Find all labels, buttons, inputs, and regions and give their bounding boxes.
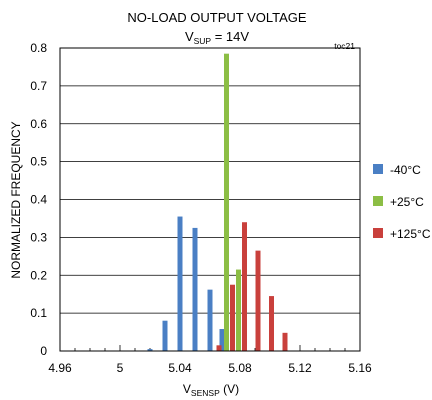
x-tick-label: 5 <box>117 361 124 375</box>
plot-frame <box>59 47 361 352</box>
y-tick-label: 0.7 <box>30 79 47 93</box>
bar <box>236 269 241 351</box>
figure-tag: toc21 <box>334 41 355 51</box>
bar <box>230 284 235 351</box>
y-tick-label: 0.3 <box>30 230 47 244</box>
bar <box>192 227 198 351</box>
legend-swatch <box>373 196 383 206</box>
legend-swatch <box>373 164 383 174</box>
bar <box>219 329 225 351</box>
chart-title: NO-LOAD OUTPUT VOLTAGE <box>127 10 306 25</box>
bar <box>282 332 288 351</box>
x-tick-label: 4.96 <box>48 361 72 375</box>
legend-label: +125°C <box>390 227 431 241</box>
bar <box>177 216 183 351</box>
x-tick-label: 5.04 <box>168 361 192 375</box>
bars <box>147 53 288 352</box>
y-tick-label: 0 <box>40 344 47 358</box>
legend-swatch <box>373 228 383 238</box>
legend: -40°C +25°C +125°C <box>373 163 431 241</box>
grid-lines <box>60 85 360 314</box>
y-tick-labels: 0 0.1 0.2 0.3 0.4 0.5 0.6 0.7 0.8 <box>30 41 47 358</box>
bar <box>269 296 274 351</box>
y-tick-label: 0.8 <box>30 41 47 55</box>
legend-label: +25°C <box>390 195 424 209</box>
bar <box>147 349 153 351</box>
x-tick-label: 5.08 <box>228 361 252 375</box>
bar <box>216 345 222 351</box>
legend-label: -40°C <box>390 163 421 177</box>
y-tick-label: 0.1 <box>30 306 47 320</box>
bar <box>224 53 229 352</box>
y-tick-label: 0.2 <box>30 268 47 282</box>
bar <box>242 222 247 351</box>
bar <box>162 320 168 351</box>
y-tick-label: 0.5 <box>30 155 47 169</box>
x-tick-label: 5.12 <box>288 361 312 375</box>
bar <box>255 250 261 351</box>
y-axis-label: NORMALIZED FREQUENCY <box>9 121 23 278</box>
x-tick-label: 5.16 <box>348 361 372 375</box>
y-tick-label: 0.6 <box>30 117 47 131</box>
x-tick-labels: 4.96 5 5.04 5.08 5.12 5.16 <box>48 361 372 375</box>
y-tick-label: 0.4 <box>30 193 47 207</box>
x-axis-label: VSENSP (V) <box>183 382 239 398</box>
chart-subtitle: VSUP = 14V <box>185 29 249 46</box>
bar <box>207 289 213 351</box>
